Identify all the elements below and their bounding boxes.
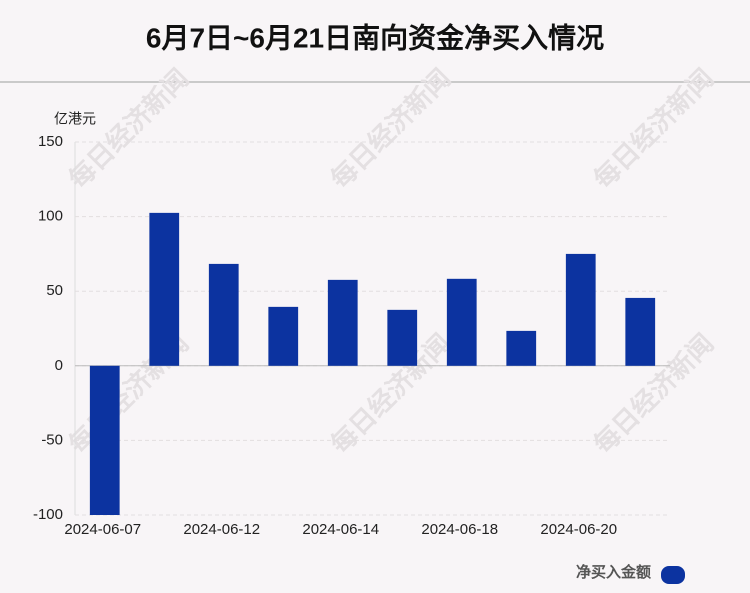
bar: [625, 297, 656, 366]
legend-swatch: [661, 566, 685, 584]
x-tick-label: 2024-06-20: [540, 521, 617, 538]
bar: [208, 263, 239, 366]
y-tick-label: 50: [46, 282, 63, 299]
y-tick-label: 0: [55, 357, 63, 374]
legend-label: 净买入金额: [576, 563, 651, 581]
y-tick-label: -100: [33, 506, 63, 523]
bar: [387, 309, 418, 366]
y-tick-label: -50: [41, 431, 63, 448]
y-axis-label: 亿港元: [54, 111, 96, 127]
y-tick-label: 100: [38, 208, 63, 225]
chart-title: 6月7日~6月21日南向资金净买入情况: [146, 21, 604, 53]
bar: [149, 212, 180, 366]
y-tick-label: 150: [38, 133, 63, 150]
x-tick-label: 2024-06-18: [421, 521, 498, 538]
bar: [268, 306, 299, 366]
bar: [565, 253, 596, 366]
x-tick-label: 2024-06-14: [302, 521, 379, 538]
x-tick-label: 2024-06-12: [183, 521, 260, 538]
bar: [446, 278, 477, 366]
bar: [327, 279, 358, 366]
x-tick-label: 2024-06-07: [64, 521, 141, 538]
bar: [89, 365, 120, 515]
bar: [506, 330, 537, 366]
